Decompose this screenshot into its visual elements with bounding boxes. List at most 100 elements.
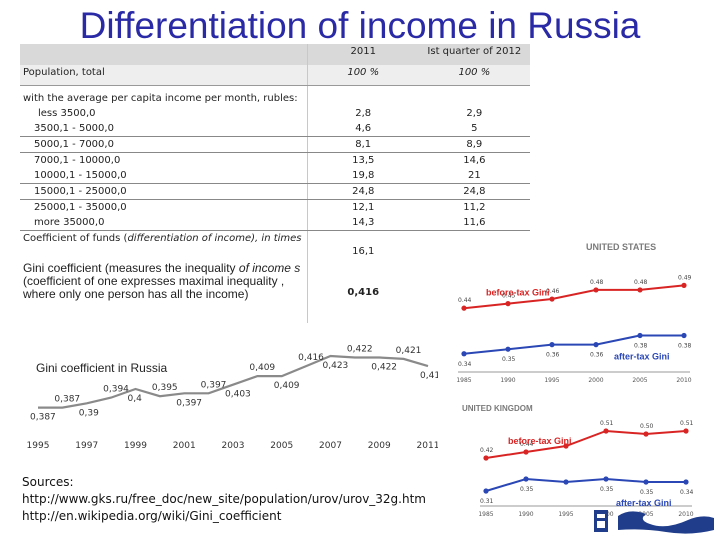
uk-x-tick-label: 1990 xyxy=(518,511,533,518)
us-point xyxy=(461,351,467,357)
data-label: 0,4 xyxy=(128,394,143,404)
us-legend-after-tax: after-tax Gini xyxy=(614,352,670,362)
us-x-tick-label: 2000 xyxy=(588,377,603,384)
us-point xyxy=(681,282,687,288)
us-point xyxy=(593,287,599,293)
us-data-label: 0.44 xyxy=(458,297,472,304)
uk-point xyxy=(523,476,529,482)
uk-point xyxy=(603,428,609,434)
sources-label: Sources: xyxy=(22,475,74,489)
x-tick-label: 2003 xyxy=(222,441,245,451)
us-point xyxy=(681,332,687,339)
us-point xyxy=(637,287,643,293)
us-point xyxy=(549,296,555,302)
uk-point xyxy=(523,449,529,455)
us-panel-title: UNITED STATES xyxy=(586,242,656,252)
data-label: 0,39 xyxy=(79,408,99,418)
source-link-gks[interactable]: http://www.gks.ru/free_doc/new_site/popu… xyxy=(22,492,426,506)
uk-series-after-tax xyxy=(485,477,686,492)
table-row: 7000,1 - 10000,0 13,5 14,6 xyxy=(20,152,530,168)
funds-coefficient-label: Coefficient of funds (differentiation of… xyxy=(20,230,308,261)
us-x-tick-label: 1995 xyxy=(544,377,559,384)
uk-data-label: 0.44 xyxy=(520,441,534,448)
uk-data-label: 0.34 xyxy=(680,489,694,496)
uk-data-label: 0.50 xyxy=(640,423,654,430)
gini-2011: 0,416 xyxy=(347,286,380,298)
us-series-after-tax xyxy=(463,334,684,355)
table-row: 3500,1 - 5000,0 4,6 5 xyxy=(20,121,530,137)
uk-x-tick-label: 2005 xyxy=(638,511,653,518)
header-2012: Ist quarter of 2012 xyxy=(418,44,530,65)
us-series-before-tax xyxy=(463,284,685,310)
us-x-tick-label: 1985 xyxy=(456,377,471,384)
funds-coefficient-2011: 16,1 xyxy=(352,246,375,257)
logo-wave xyxy=(618,511,714,534)
x-tick-label: 2001 xyxy=(173,441,196,451)
uk-series-before-tax xyxy=(485,429,687,459)
uk-data-label: 0.35 xyxy=(600,486,614,493)
table-header-row: 2011 Ist quarter of 2012 xyxy=(20,44,530,65)
us-point xyxy=(505,301,511,307)
us-x-tick-label: 2010 xyxy=(676,377,691,384)
uk-data-label: 0.31 xyxy=(480,498,494,505)
us-point xyxy=(461,305,467,311)
population-2011: 100 % xyxy=(307,65,419,86)
international-gini-chart: UNITED STATES UNITED KINGDOM 0.44 0.45 0.4… xyxy=(452,236,710,522)
us-data-label: 0.45 xyxy=(502,293,516,300)
uk-point xyxy=(483,455,489,461)
page-title: Differentiation of income in Russia xyxy=(79,5,641,46)
x-tick-label: 2009 xyxy=(368,441,391,451)
table-row: 25000,1 - 35000,0 12,1 11,2 xyxy=(20,199,530,215)
us-data-label: 0.36 xyxy=(590,352,604,359)
us-data-label: 0.46 xyxy=(546,288,560,295)
data-label: 0,422 xyxy=(371,362,397,372)
table-row: more 35000,0 14,3 11,6 xyxy=(20,215,530,231)
uk-point xyxy=(483,488,489,494)
population-2012: 100 % xyxy=(418,65,530,86)
data-label: 0,409 xyxy=(274,381,300,391)
uk-point xyxy=(603,476,609,482)
us-x-tick-label: 2005 xyxy=(632,377,647,384)
table-row: less 3500,0 2,8 2,9 xyxy=(20,106,530,121)
us-data-label: 0.35 xyxy=(502,356,516,363)
data-label: 0,387 xyxy=(30,413,56,423)
data-label: 0,397 xyxy=(201,380,227,390)
data-label: 0,395 xyxy=(152,383,178,393)
intl-chart-bg xyxy=(452,236,710,522)
us-legend-before-tax: before-tax Gini xyxy=(486,288,550,298)
gini-row: Gini coefficient (measures the inequalit… xyxy=(20,261,530,323)
data-label: 0,416 xyxy=(420,371,438,381)
x-tick-label: 1999 xyxy=(124,441,147,451)
uk-point xyxy=(563,443,569,449)
data-label: 0,387 xyxy=(54,395,80,405)
data-label: 0,423 xyxy=(323,361,349,371)
table-row: 10000,1 - 15000,0 19,8 21 xyxy=(20,168,530,184)
uk-data-label: 0.51 xyxy=(680,420,694,427)
x-tick-label: 1997 xyxy=(75,441,98,451)
data-label: 0,397 xyxy=(176,398,202,408)
income-table: 2011 Ist quarter of 2012 Population, tot… xyxy=(20,44,530,323)
russia-gini-chart: Gini coefficient in Russia 0,387 0,387 0,3… xyxy=(27,344,438,451)
uk-point xyxy=(683,428,689,434)
uk-legend-after-tax: after-tax Gini xyxy=(616,498,672,508)
data-label: 0,416 xyxy=(298,353,324,363)
us-data-label: 0.38 xyxy=(678,343,692,350)
us-data-label: 0.38 xyxy=(634,343,648,350)
us-data-label: 0.49 xyxy=(678,274,692,281)
uk-x-tick-label: 1995 xyxy=(558,511,573,518)
us-data-label: 0.48 xyxy=(634,279,648,286)
avg-income-row: with the average per capita income per m… xyxy=(20,85,530,106)
uk-data-label: 0.42 xyxy=(480,447,494,454)
data-label: 0,422 xyxy=(347,344,373,354)
data-label: 0,394 xyxy=(103,385,129,395)
uk-point xyxy=(563,479,569,485)
table-row: 15000,1 - 25000,0 24,8 24,8 xyxy=(20,183,530,200)
header-2011: 2011 xyxy=(307,44,419,65)
source-link-wikipedia[interactable]: http://en.wikipedia.org/wiki/Gini_coeffi… xyxy=(22,509,282,523)
x-tick-label: 2007 xyxy=(319,441,342,451)
us-x-tick-label: 1990 xyxy=(500,377,515,384)
x-tick-label: 2011 xyxy=(417,441,438,451)
population-label: Population, total xyxy=(20,65,308,86)
russia-gini-line xyxy=(38,354,429,409)
uk-point xyxy=(683,479,689,485)
